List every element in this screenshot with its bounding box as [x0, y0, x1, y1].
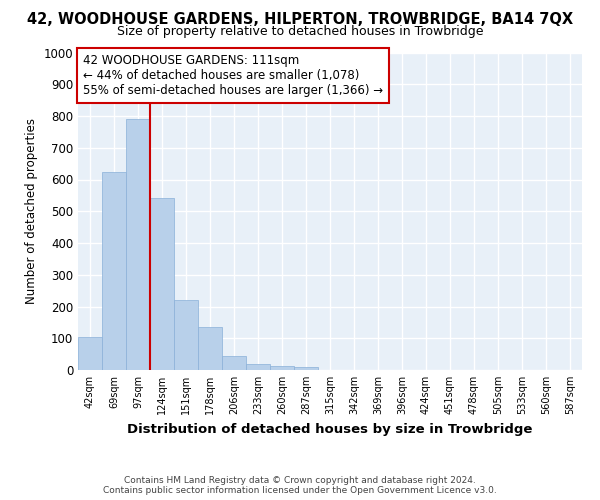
- Bar: [270, 366, 294, 370]
- Text: Size of property relative to detached houses in Trowbridge: Size of property relative to detached ho…: [117, 25, 483, 38]
- Bar: [150, 198, 174, 370]
- Bar: [222, 356, 246, 370]
- Bar: [126, 119, 150, 370]
- Text: 42 WOODHOUSE GARDENS: 111sqm
← 44% of detached houses are smaller (1,078)
55% of: 42 WOODHOUSE GARDENS: 111sqm ← 44% of de…: [83, 54, 383, 97]
- Text: Contains HM Land Registry data © Crown copyright and database right 2024.
Contai: Contains HM Land Registry data © Crown c…: [103, 476, 497, 495]
- Bar: [102, 172, 126, 370]
- Y-axis label: Number of detached properties: Number of detached properties: [25, 118, 38, 304]
- Bar: [78, 338, 102, 370]
- Bar: [174, 300, 198, 370]
- Bar: [294, 367, 318, 370]
- Bar: [246, 364, 270, 370]
- Text: 42, WOODHOUSE GARDENS, HILPERTON, TROWBRIDGE, BA14 7QX: 42, WOODHOUSE GARDENS, HILPERTON, TROWBR…: [27, 12, 573, 28]
- X-axis label: Distribution of detached houses by size in Trowbridge: Distribution of detached houses by size …: [127, 422, 533, 436]
- Bar: [198, 327, 222, 370]
